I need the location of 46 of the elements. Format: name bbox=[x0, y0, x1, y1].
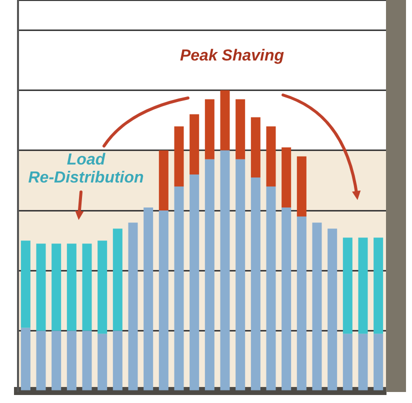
bar bbox=[204, 159, 214, 390]
bar bbox=[174, 186, 184, 390]
bar bbox=[144, 208, 154, 390]
bar bbox=[220, 150, 230, 390]
bar bbox=[98, 240, 108, 334]
bar bbox=[266, 186, 276, 390]
bar bbox=[358, 334, 368, 390]
bar bbox=[128, 222, 138, 390]
bar bbox=[374, 334, 384, 390]
bar bbox=[282, 208, 292, 390]
bar bbox=[158, 150, 168, 211]
bar bbox=[204, 99, 214, 160]
annotation: Load Re-Distribution bbox=[28, 151, 144, 186]
bar bbox=[312, 222, 322, 390]
bar bbox=[190, 114, 200, 174]
bar bbox=[52, 244, 62, 331]
bar bbox=[250, 117, 260, 178]
bar bbox=[20, 240, 30, 328]
bar bbox=[296, 216, 306, 390]
bar bbox=[358, 238, 368, 334]
bar bbox=[266, 126, 276, 186]
bar bbox=[190, 174, 200, 390]
bar bbox=[82, 244, 92, 331]
bar bbox=[158, 210, 168, 390]
bar bbox=[98, 334, 108, 390]
bar bbox=[250, 177, 260, 390]
bar bbox=[66, 330, 76, 390]
bar bbox=[66, 244, 76, 331]
bar bbox=[236, 99, 246, 160]
bar bbox=[374, 238, 384, 334]
bar bbox=[220, 90, 230, 150]
text: Peak Shaving bbox=[180, 47, 284, 64]
bar bbox=[236, 159, 246, 390]
bar bbox=[342, 238, 352, 334]
bar bbox=[20, 328, 30, 390]
bar bbox=[82, 330, 92, 390]
bar bbox=[342, 334, 352, 390]
bar bbox=[112, 228, 122, 331]
bar bbox=[296, 156, 306, 217]
bar bbox=[328, 228, 338, 390]
bar bbox=[112, 330, 122, 390]
bar bbox=[174, 126, 184, 186]
bar bbox=[52, 330, 62, 390]
bar bbox=[36, 244, 46, 331]
bar bbox=[282, 147, 292, 208]
bar bbox=[36, 330, 46, 390]
